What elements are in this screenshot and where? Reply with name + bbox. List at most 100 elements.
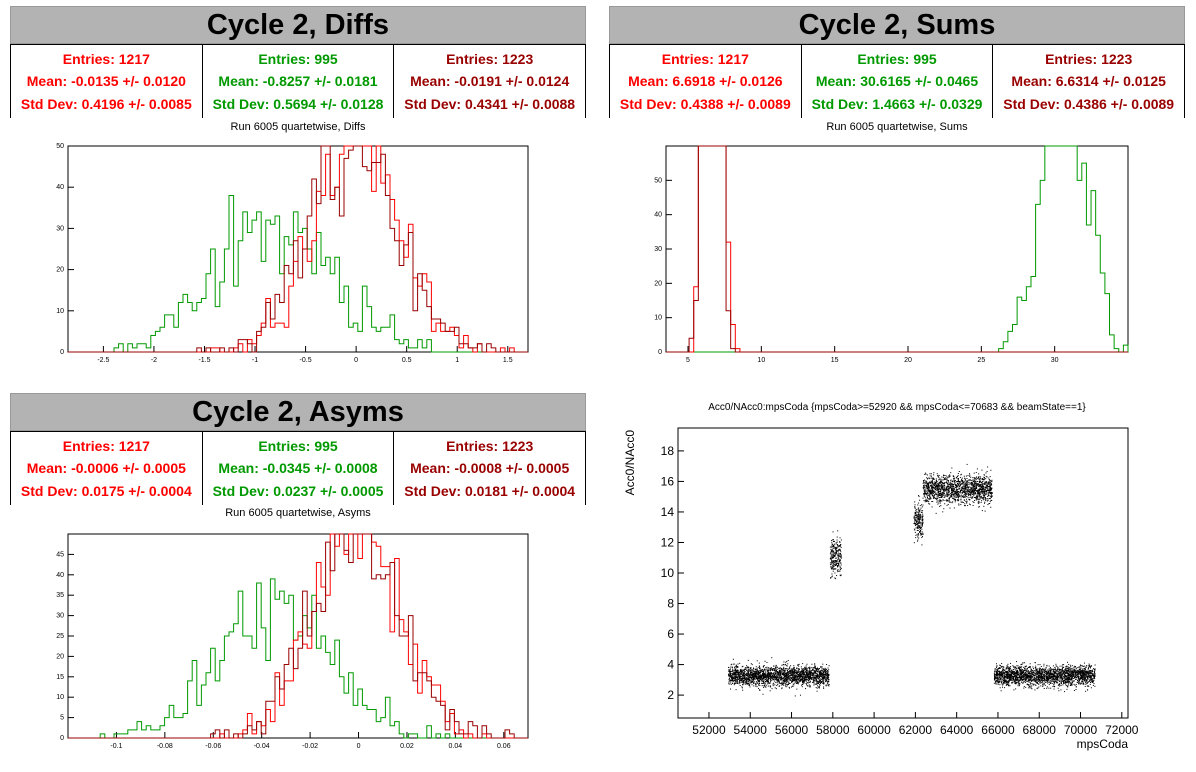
scatter-point (936, 501, 938, 503)
scatter-point (951, 488, 953, 490)
scatter-point (821, 669, 823, 671)
scatter-point (757, 677, 759, 679)
scatter-point (738, 678, 740, 680)
scatter-point (741, 686, 743, 688)
scatter-point (831, 562, 833, 564)
scatter-point (840, 555, 842, 557)
scatter-point (830, 566, 832, 568)
y-tick-label: 40 (654, 212, 662, 219)
scatter-point (784, 681, 786, 683)
scatter-point (981, 510, 983, 512)
scatter-point (805, 677, 807, 679)
scatter-point (815, 676, 817, 678)
scatter-point (790, 669, 792, 671)
scatter-point (833, 560, 835, 562)
scatter-point (973, 480, 975, 482)
scatter-point (983, 484, 985, 486)
scatter-point (985, 490, 987, 492)
scatter-point (924, 479, 926, 481)
scatter-point (742, 673, 744, 675)
scatter-point (781, 681, 783, 683)
scatter-point (944, 477, 946, 479)
scatter-point (962, 488, 964, 490)
scatter-point (795, 681, 797, 683)
scatter-point (735, 666, 737, 668)
scatter-point (785, 673, 787, 675)
scatter-point (971, 483, 973, 485)
scatter-point (760, 671, 762, 673)
scatter-point (805, 672, 807, 674)
scatter-point (806, 672, 808, 674)
scatter-point (789, 679, 791, 681)
scatter-point (801, 674, 803, 676)
scatter-point (964, 480, 966, 482)
scatter-point (921, 524, 923, 526)
scatter-point (807, 682, 809, 684)
scatter-point (941, 494, 943, 496)
scatter-point (825, 678, 827, 680)
y-tick-label: 16 (661, 474, 675, 488)
scatter-point (1021, 666, 1023, 668)
scatter-point (941, 485, 943, 487)
histogram-series-green (68, 578, 528, 739)
scatter-point (955, 494, 957, 496)
scatter-point (1030, 669, 1032, 671)
scatter-point (939, 485, 941, 487)
scatter-point (803, 681, 805, 683)
scatter-point (749, 686, 751, 688)
y-tick-label: 30 (654, 246, 662, 253)
scatter-point (983, 490, 985, 492)
scatter-point (996, 665, 998, 667)
scatter-point (961, 492, 963, 494)
scatter-point (1069, 681, 1071, 683)
scatter-point (1020, 673, 1022, 675)
scatter-point (965, 486, 967, 488)
scatter-point (825, 684, 827, 686)
scatter-point (935, 482, 937, 484)
scatter-point (981, 478, 983, 480)
scatter-point (745, 667, 747, 669)
scatter-point (746, 670, 748, 672)
scatter-point (920, 530, 922, 532)
scatter-point (814, 667, 816, 669)
scatter-point (740, 673, 742, 675)
scatter-point (980, 486, 982, 488)
scatter-point (767, 679, 769, 681)
scatter-point (822, 673, 824, 675)
scatter-point (823, 671, 825, 673)
scatter-point (755, 684, 757, 686)
scatter-point (821, 681, 823, 683)
scatter-point (927, 500, 929, 502)
scatter-point (923, 490, 925, 492)
scatter-point (786, 681, 788, 683)
scatter-point (778, 667, 780, 669)
scatter-point (754, 674, 756, 676)
scatter-point (788, 671, 790, 673)
scatter-point (824, 673, 826, 675)
scatter-point (914, 518, 916, 520)
scatter-point (751, 672, 753, 674)
scatter-point (761, 675, 763, 677)
scatter-point (786, 678, 788, 680)
scatter-point (971, 493, 973, 495)
scatter-point (1011, 671, 1013, 673)
scatter-point (785, 680, 787, 682)
scatter-point (989, 481, 991, 483)
scatter-point (941, 495, 943, 497)
scatter-point (987, 498, 989, 500)
scatter-point (981, 490, 983, 492)
scatter-point (816, 679, 818, 681)
scatter-point (930, 487, 932, 489)
scatter-point (923, 489, 925, 491)
scatter-point (733, 673, 735, 675)
scatter-point (735, 670, 737, 672)
scatter-point (967, 486, 969, 488)
scatter-point (763, 675, 765, 677)
scatter-point (989, 488, 991, 490)
scatter-point (943, 482, 945, 484)
scatter-point (805, 679, 807, 681)
scatter-point (837, 545, 839, 547)
scatter-point (916, 526, 918, 528)
scatter-point (809, 680, 811, 682)
scatter-point (967, 492, 969, 494)
